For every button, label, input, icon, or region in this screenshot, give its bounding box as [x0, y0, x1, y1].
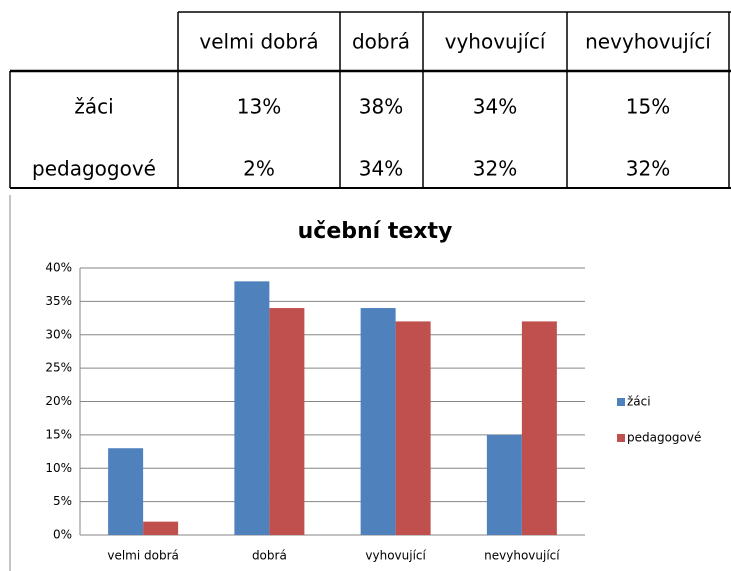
- bar: [395, 321, 431, 535]
- y-tick-label: 30%: [45, 327, 72, 341]
- bar: [360, 308, 396, 535]
- value-cell: 34%: [473, 95, 517, 119]
- x-tick-label: velmi dobrá: [107, 549, 179, 563]
- value-cell: 15%: [626, 95, 670, 119]
- value-cell: 32%: [626, 157, 670, 181]
- y-tick-label: 5%: [53, 494, 72, 508]
- bar: [521, 321, 557, 535]
- y-tick-label: 10%: [45, 461, 72, 475]
- header-cell: dobrá: [352, 30, 410, 54]
- x-tick-label: dobrá: [252, 549, 287, 563]
- y-tick-label: 0%: [53, 528, 72, 542]
- header-cell: vyhovující: [445, 30, 547, 54]
- bar: [143, 521, 179, 535]
- y-tick-label: 20%: [45, 394, 72, 408]
- header-cell: velmi dobrá: [199, 30, 318, 54]
- chart-title: učební texty: [298, 219, 453, 244]
- bar: [269, 308, 305, 535]
- y-tick-label: 40%: [45, 261, 72, 275]
- y-tick-label: 15%: [45, 427, 72, 441]
- x-tick-label: vyhovující: [365, 549, 426, 563]
- legend-label: žáci: [627, 395, 651, 409]
- row-label: pedagogové: [32, 157, 156, 181]
- legend-swatch: [617, 398, 625, 406]
- bar: [234, 281, 270, 535]
- value-cell: 2%: [243, 157, 275, 181]
- row-label: žáci: [74, 95, 113, 119]
- legend-swatch: [617, 434, 625, 442]
- legend-label: pedagogové: [627, 431, 701, 445]
- value-cell: 13%: [237, 95, 281, 119]
- x-tick-label: nevyhovující: [484, 549, 560, 563]
- value-cell: 34%: [359, 157, 403, 181]
- header-cell: nevyhovující: [585, 30, 712, 54]
- value-cell: 32%: [473, 157, 517, 181]
- table-borders: [9, 11, 731, 189]
- value-cell: 38%: [359, 95, 403, 119]
- bar: [486, 434, 522, 535]
- bar: [108, 448, 144, 535]
- y-tick-label: 25%: [45, 361, 72, 375]
- y-tick-label: 35%: [45, 294, 72, 308]
